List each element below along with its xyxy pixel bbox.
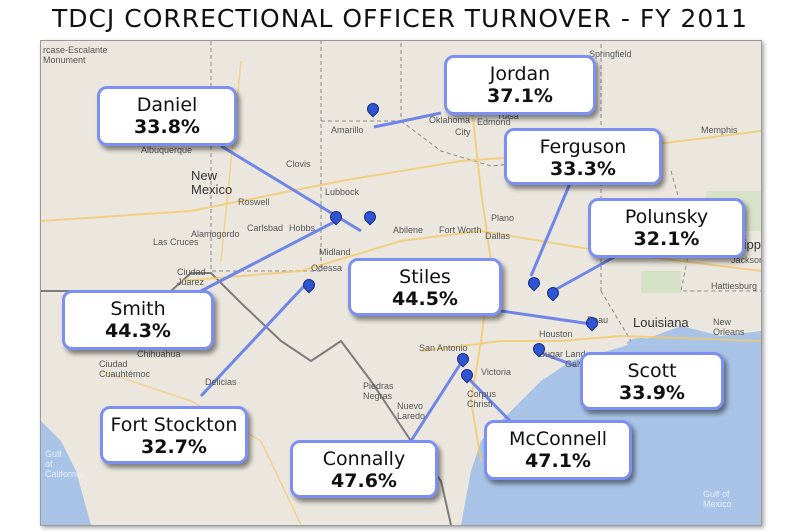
connector-ferguson bbox=[529, 180, 573, 277]
highway bbox=[420, 334, 761, 352]
map-place-label: Chihuahua bbox=[137, 349, 181, 359]
unit-name: Ferguson bbox=[539, 136, 627, 158]
unit-name: Jordan bbox=[489, 63, 551, 85]
turnover-rate: 37.1% bbox=[487, 85, 553, 107]
map-place-label: Las Cruces bbox=[153, 237, 199, 247]
callout-stiles[interactable]: Stiles 44.5% bbox=[348, 258, 502, 316]
map-place-label: Houston bbox=[539, 329, 573, 339]
map-place-label: Fort Worth bbox=[439, 225, 482, 235]
turnover-rate: 32.7% bbox=[141, 436, 207, 458]
map-place-label: Jackson bbox=[731, 255, 762, 265]
map-place-label: Corpus Christi bbox=[467, 389, 497, 409]
map-place-label: Edmond bbox=[477, 117, 511, 127]
callout-jordan[interactable]: Jordan 37.1% bbox=[444, 55, 596, 115]
turnover-rate: 33.8% bbox=[134, 116, 200, 138]
map-place-label: Clovis bbox=[286, 159, 311, 169]
unit-name: Fort Stockton bbox=[110, 414, 238, 436]
map-place-label: Lubbock bbox=[325, 187, 360, 197]
connector-polunsky bbox=[552, 254, 617, 293]
map-place-label: Midland bbox=[319, 247, 351, 257]
unit-name: Smith bbox=[110, 298, 166, 320]
connector-fort-stockton bbox=[199, 282, 308, 398]
connector-smith bbox=[200, 219, 337, 293]
map-place-label: Amarillo bbox=[331, 125, 364, 135]
map-place-label: Nuevo Laredo bbox=[397, 401, 426, 421]
map-place-label: Alamogordo bbox=[191, 229, 240, 239]
map-place-label: Ciudad Juarez bbox=[177, 267, 206, 287]
map-place-label: Dallas bbox=[485, 231, 511, 241]
chart-title: TDCJ CORRECTIONAL OFFICER TURNOVER - FY … bbox=[51, 4, 749, 33]
turnover-rate: 44.5% bbox=[392, 288, 458, 310]
callout-mcconnell[interactable]: McConnell 47.1% bbox=[484, 420, 632, 480]
connector-connally bbox=[409, 362, 463, 442]
unit-name: McConnell bbox=[508, 428, 608, 450]
map-place-label: Albuquerque bbox=[141, 145, 193, 155]
unit-name: Daniel bbox=[136, 94, 198, 116]
oklahoma-panhandle-border bbox=[321, 41, 402, 122]
map-place-label: Roswell bbox=[238, 197, 270, 207]
connector-stiles bbox=[500, 309, 592, 326]
unit-name: Stiles bbox=[399, 266, 451, 288]
map-region-label: New Mexico bbox=[191, 168, 233, 197]
callout-scott[interactable]: Scott 33.9% bbox=[580, 352, 724, 410]
map-place-label: Carlsbad bbox=[247, 223, 284, 233]
callout-daniel[interactable]: Daniel 33.8% bbox=[97, 86, 237, 146]
map-place-label: rcase-Escalante bbox=[43, 45, 108, 55]
map-place-label: Memphis bbox=[701, 125, 738, 135]
callout-connally[interactable]: Connally 47.6% bbox=[290, 440, 438, 498]
map-region-label: Louisiana bbox=[633, 315, 689, 330]
map-place-label: Oklahoma bbox=[429, 115, 471, 125]
map-place-label: Delicias bbox=[205, 377, 237, 387]
callout-polunsky[interactable]: Polunsky 32.1% bbox=[588, 198, 745, 258]
map-place-label: Ciudad Cuauhtémoc bbox=[99, 359, 151, 379]
map-place-label: San Antonio bbox=[419, 343, 468, 353]
gulf-of-california-water bbox=[41, 421, 91, 525]
map-place-label: Tulsa bbox=[497, 111, 519, 121]
turnover-rate: 47.6% bbox=[331, 470, 397, 492]
map-place-label: New Orleans bbox=[713, 317, 745, 337]
map-place-label: Odessa bbox=[311, 263, 343, 273]
water-label: Gulf of California bbox=[45, 449, 84, 479]
new-mexico-border bbox=[210, 41, 322, 272]
texas-louisiana-border bbox=[600, 290, 632, 342]
map-place-label: Abilene bbox=[393, 225, 424, 235]
map-place-label: Hobbs bbox=[289, 223, 316, 233]
lake-water bbox=[627, 338, 655, 348]
unit-name: Connally bbox=[322, 448, 406, 470]
park-area bbox=[641, 271, 681, 293]
map-place-label: Springfield bbox=[589, 49, 632, 59]
map-place-label: Piedras Negras bbox=[363, 381, 394, 401]
turnover-rate: 33.3% bbox=[550, 158, 616, 180]
callout-ferguson[interactable]: Ferguson 33.3% bbox=[504, 128, 662, 185]
map-place-label: Sugar Land bbox=[539, 349, 586, 359]
connector-mcconnell bbox=[464, 374, 517, 428]
turnover-rate: 47.1% bbox=[525, 450, 591, 472]
map-place-label: City bbox=[455, 127, 471, 137]
callout-fort-stockton[interactable]: Fort Stockton 32.7% bbox=[100, 406, 248, 464]
map-place-label: Monument bbox=[43, 55, 86, 65]
turnover-rate: 32.1% bbox=[633, 228, 700, 250]
connector-scott bbox=[540, 351, 577, 368]
texas-oklahoma-border bbox=[400, 120, 602, 291]
unit-name: Scott bbox=[627, 360, 677, 382]
highway bbox=[220, 60, 242, 262]
callout-smith[interactable]: Smith 44.3% bbox=[62, 290, 214, 350]
turnover-rate: 33.9% bbox=[619, 382, 685, 404]
map-place-label: Hattiesburg bbox=[711, 281, 758, 291]
water-label: Gulf of Mexico bbox=[703, 489, 732, 509]
unit-name: Polunsky bbox=[624, 206, 709, 228]
map-place-label: Plano bbox=[491, 213, 515, 223]
turnover-rate: 44.3% bbox=[105, 320, 171, 342]
map-place-label: Victoria bbox=[481, 367, 511, 377]
callout-connectors bbox=[199, 111, 617, 442]
connector-jordan bbox=[373, 111, 442, 129]
